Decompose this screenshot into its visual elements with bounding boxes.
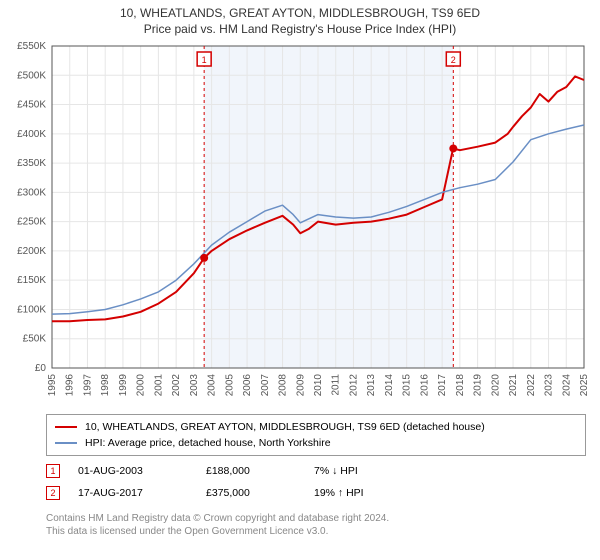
svg-text:2005: 2005	[224, 374, 235, 397]
legend-label: HPI: Average price, detached house, Nort…	[85, 435, 331, 451]
svg-text:£0: £0	[35, 363, 47, 374]
chart-title-subtitle: Price paid vs. HM Land Registry's House …	[0, 22, 600, 36]
svg-text:1995: 1995	[47, 374, 58, 397]
chart-area: £0 £50K £100K £150K £200K £250K £300K £350K £400…	[8, 42, 592, 410]
chart-titles: 10, WHEATLANDS, GREAT AYTON, MIDDLESBROU…	[0, 0, 600, 36]
legend-label: 10, WHEATLANDS, GREAT AYTON, MIDDLESBROU…	[85, 419, 485, 435]
svg-text:2025: 2025	[579, 374, 590, 397]
svg-text:2021: 2021	[508, 374, 519, 397]
svg-text:1999: 1999	[118, 374, 129, 397]
svg-text:2004: 2004	[207, 374, 218, 397]
svg-text:1998: 1998	[100, 374, 111, 397]
svg-text:2012: 2012	[348, 374, 359, 397]
svg-text:2011: 2011	[331, 374, 342, 396]
svg-text:2019: 2019	[473, 374, 484, 397]
svg-text:2002: 2002	[171, 374, 182, 397]
svg-text:£450K: £450K	[17, 100, 46, 111]
svg-text:2008: 2008	[278, 374, 289, 397]
transaction-marker-icon: 2	[46, 486, 60, 500]
svg-text:2001: 2001	[153, 374, 164, 397]
footer-attribution: Contains HM Land Registry data © Crown c…	[46, 512, 586, 538]
legend-swatch	[55, 426, 77, 428]
svg-text:1: 1	[202, 55, 207, 65]
svg-text:£100K: £100K	[17, 304, 46, 315]
svg-text:£500K: £500K	[17, 70, 46, 81]
transaction-price: £188,000	[206, 465, 296, 477]
svg-text:2017: 2017	[437, 374, 448, 397]
transaction-date: 17-AUG-2017	[78, 487, 188, 499]
svg-text:2013: 2013	[366, 374, 377, 397]
svg-text:2022: 2022	[526, 374, 537, 397]
svg-text:2007: 2007	[260, 374, 271, 397]
chart-svg: £0 £50K £100K £150K £200K £250K £300K £350K £400…	[8, 42, 592, 410]
transaction-delta: 7% ↓ HPI	[314, 465, 434, 477]
transactions-table: 1 01-AUG-2003 £188,000 7% ↓ HPI 2 17-AUG…	[46, 460, 586, 504]
transaction-price: £375,000	[206, 487, 296, 499]
svg-text:£50K: £50K	[23, 334, 47, 345]
svg-text:£300K: £300K	[17, 187, 46, 198]
svg-text:2006: 2006	[242, 374, 253, 397]
svg-text:£200K: £200K	[17, 246, 46, 257]
svg-text:£250K: £250K	[17, 217, 46, 228]
transaction-row: 2 17-AUG-2017 £375,000 19% ↑ HPI	[46, 482, 586, 504]
legend-box: 10, WHEATLANDS, GREAT AYTON, MIDDLESBROU…	[46, 414, 586, 456]
svg-text:2009: 2009	[295, 374, 306, 397]
svg-text:2018: 2018	[455, 374, 466, 397]
transaction-row: 1 01-AUG-2003 £188,000 7% ↓ HPI	[46, 460, 586, 482]
page-root: 10, WHEATLANDS, GREAT AYTON, MIDDLESBROU…	[0, 0, 600, 560]
svg-text:2010: 2010	[313, 374, 324, 397]
svg-text:2014: 2014	[384, 374, 395, 397]
svg-text:£400K: £400K	[17, 129, 46, 140]
svg-text:1996: 1996	[65, 374, 76, 397]
svg-text:2000: 2000	[136, 374, 147, 397]
transaction-marker-icon: 1	[46, 464, 60, 478]
svg-text:2016: 2016	[419, 374, 430, 397]
footer-line: This data is licensed under the Open Gov…	[46, 525, 586, 538]
svg-text:£550K: £550K	[17, 42, 46, 52]
footer-line: Contains HM Land Registry data © Crown c…	[46, 512, 586, 525]
transaction-delta: 19% ↑ HPI	[314, 487, 434, 499]
svg-text:£150K: £150K	[17, 275, 46, 286]
legend-swatch	[55, 442, 77, 444]
legend-row: 10, WHEATLANDS, GREAT AYTON, MIDDLESBROU…	[55, 419, 577, 435]
svg-text:2020: 2020	[490, 374, 501, 397]
svg-text:2024: 2024	[561, 374, 572, 397]
svg-text:2023: 2023	[544, 374, 555, 397]
legend-row: HPI: Average price, detached house, Nort…	[55, 435, 577, 451]
transaction-date: 01-AUG-2003	[78, 465, 188, 477]
svg-text:2015: 2015	[402, 374, 413, 397]
chart-title-address: 10, WHEATLANDS, GREAT AYTON, MIDDLESBROU…	[0, 6, 600, 20]
svg-text:2003: 2003	[189, 374, 200, 397]
svg-text:£350K: £350K	[17, 158, 46, 169]
svg-text:2: 2	[451, 55, 456, 65]
svg-text:1997: 1997	[82, 374, 93, 397]
